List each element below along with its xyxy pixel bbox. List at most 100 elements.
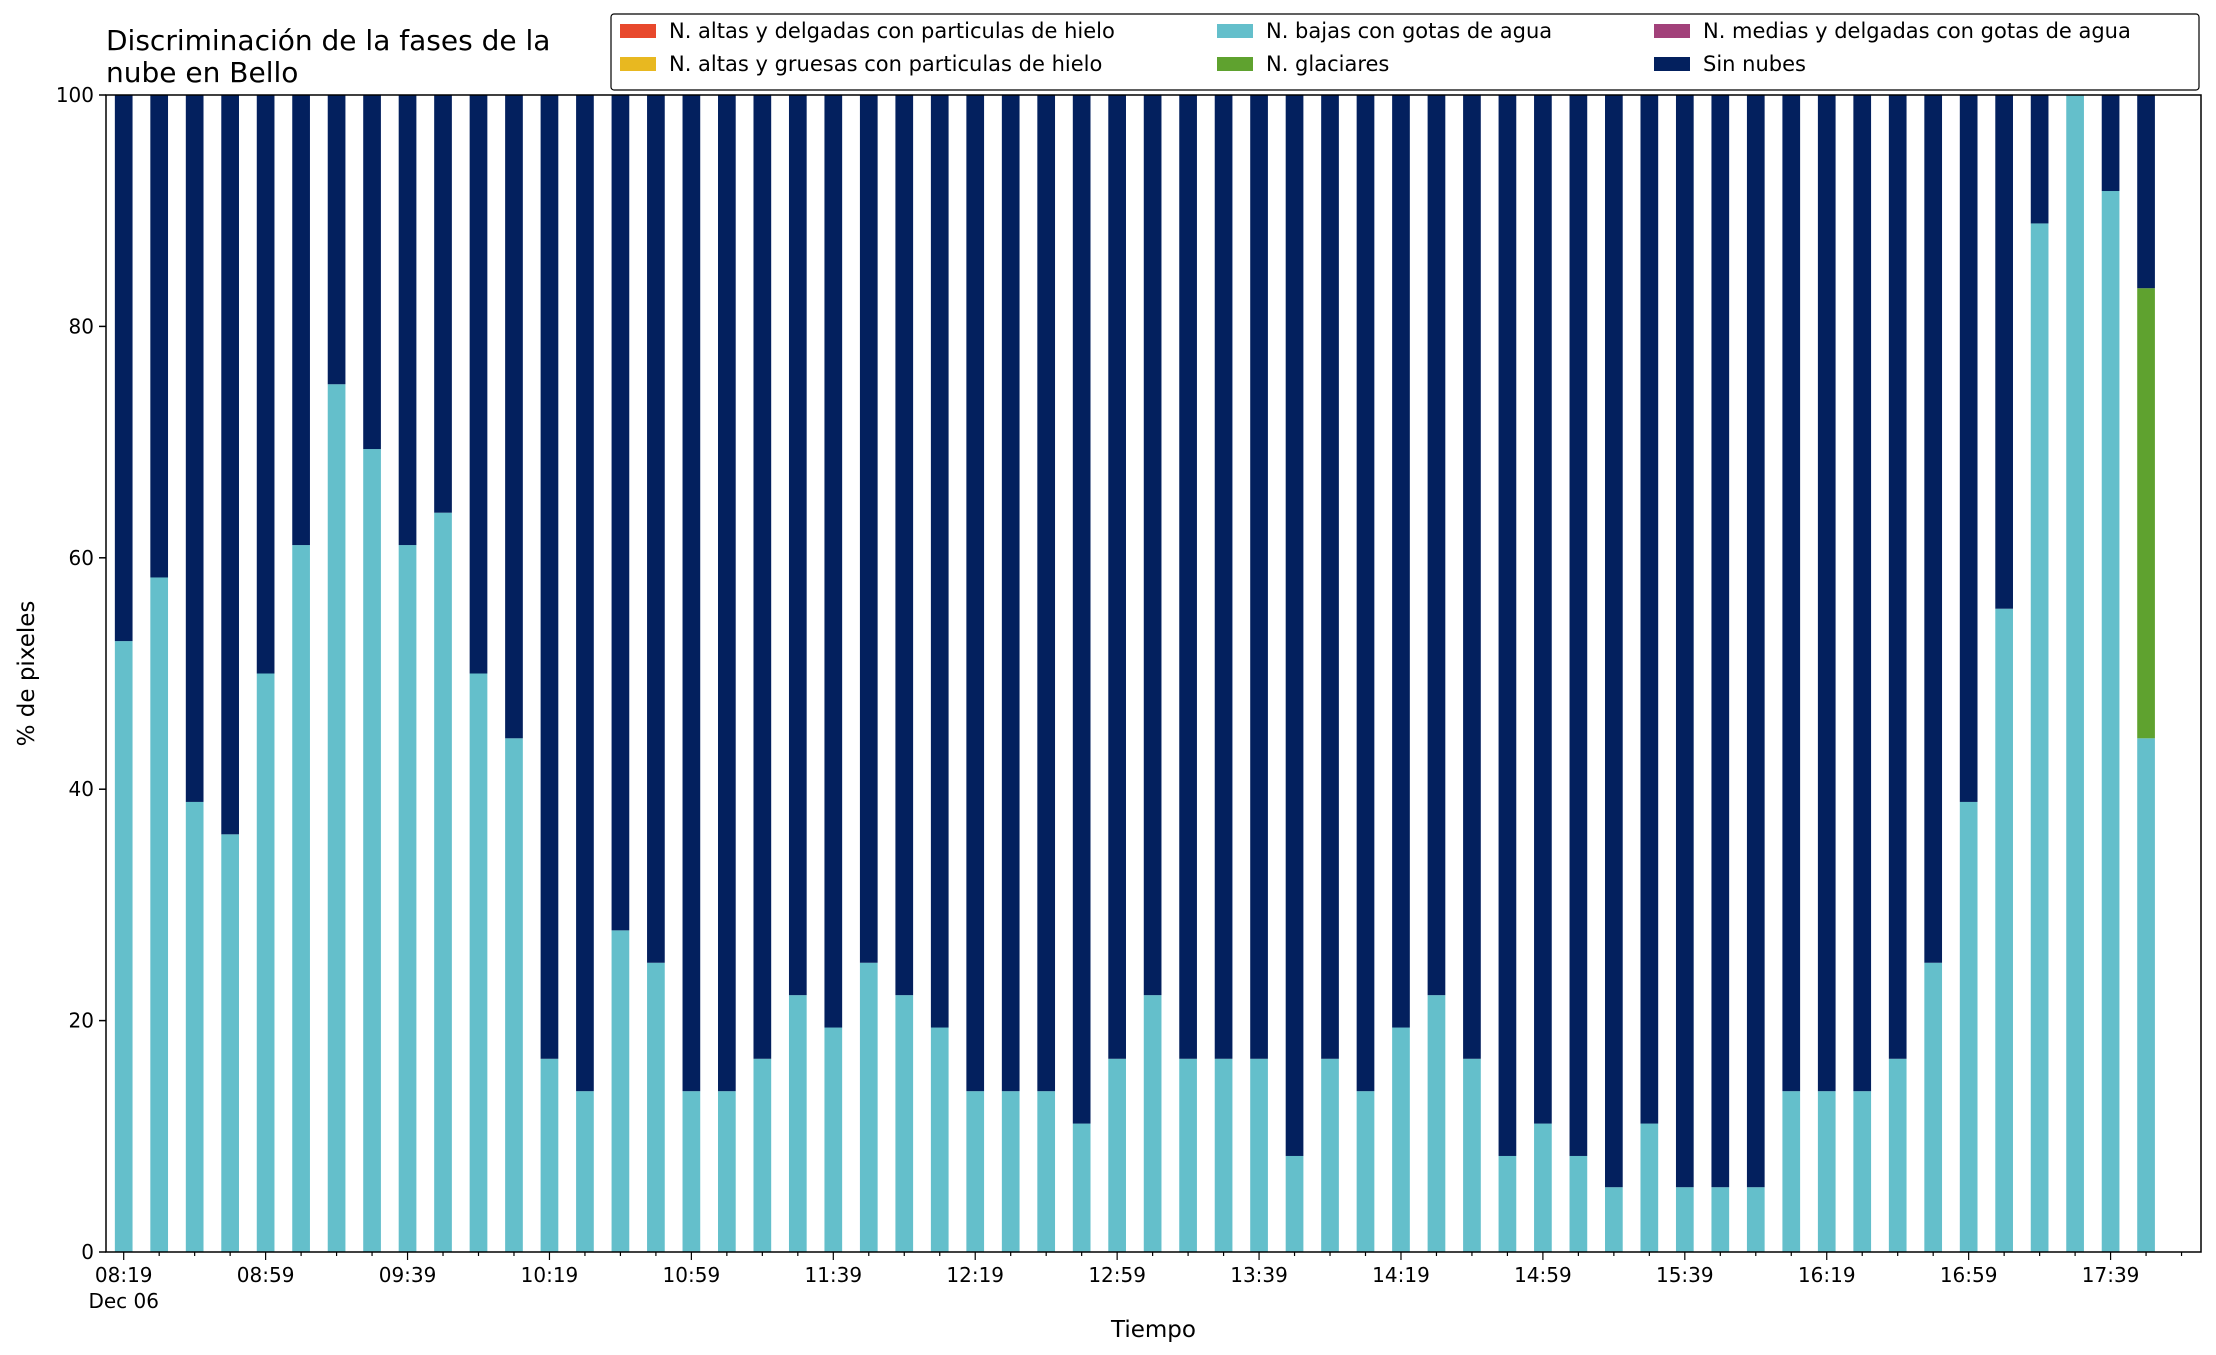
bar-segment [1995, 95, 2013, 609]
chart-title-line: nube en Bello [106, 56, 298, 89]
bar-segment [1959, 801, 1978, 1252]
bar-segment [434, 512, 452, 1252]
bar-segment [859, 962, 878, 1252]
bar-segment [1498, 1155, 1517, 1252]
bar-segment [1782, 1091, 1801, 1252]
bar-segment [1427, 995, 1446, 1252]
bar-segment [2030, 95, 2049, 224]
bar-segment [2101, 95, 2120, 192]
bar-segment [1037, 1091, 1056, 1252]
legend: N. altas y delgadas con particulas de hi… [610, 13, 2200, 91]
bar-segment [1321, 1058, 1339, 1252]
bar-segment [1782, 95, 1801, 1092]
x-tick-label: 08:19 [95, 1263, 153, 1287]
bar-segment [824, 1027, 843, 1252]
bar-segment [2066, 95, 2084, 1252]
bar-segment [1250, 1058, 1268, 1252]
bar-segment [363, 95, 381, 450]
legend-swatch [620, 57, 656, 71]
bar-segment [1640, 1123, 1659, 1252]
bar-segment [398, 545, 417, 1252]
bar-segment [682, 1091, 701, 1252]
bar-segment [576, 95, 594, 1092]
bar-segment [1250, 95, 1268, 1059]
plot-frame [105, 94, 2202, 1253]
bar-segment [256, 673, 275, 1252]
x-date-label: Dec 06 [88, 1289, 159, 1313]
bar-segment [1675, 1187, 1694, 1252]
bar-segment [1179, 1058, 1197, 1252]
bar-segment [1214, 1058, 1233, 1252]
bar-segment [611, 930, 630, 1252]
bar-segment [1072, 1123, 1091, 1252]
bar-segment [2101, 191, 2120, 1252]
y-tick-label: 60 [69, 546, 94, 570]
bar-segment [1214, 95, 1233, 1059]
bar-segment [1959, 95, 1978, 802]
bar-segment [114, 95, 133, 642]
bar-segment [185, 801, 204, 1252]
bar-segment [1817, 1091, 1836, 1252]
bar-segment [1711, 1187, 1730, 1252]
y-tick-label: 80 [69, 314, 94, 338]
bar-segment [434, 95, 452, 513]
x-tick-label: 14:59 [1514, 1263, 1572, 1287]
bar-segment [966, 95, 985, 1092]
bar-segment [1285, 1155, 1304, 1252]
x-tick-label: 17:39 [2082, 1263, 2140, 1287]
x-tick-label: 16:59 [1940, 1263, 1998, 1287]
legend-label: N. altas y delgadas con particulas de hi… [669, 19, 1115, 43]
bar-segment [1321, 95, 1339, 1059]
bar-segment [1108, 95, 1126, 1059]
bar-segment [1746, 1187, 1765, 1252]
legend-swatch [1217, 24, 1253, 38]
y-tick-label: 0 [81, 1240, 94, 1264]
bar-segment [505, 95, 523, 739]
bar-segment [1640, 95, 1659, 1124]
legend-swatch [1654, 24, 1690, 38]
bar-segment [859, 95, 878, 963]
bar-segment [753, 1058, 772, 1252]
bar-segment [753, 95, 772, 1059]
bar-segment [327, 384, 346, 1252]
x-tick-label: 13:39 [1230, 1263, 1288, 1287]
bar-segment [1356, 1091, 1375, 1252]
bar-segment [1143, 995, 1162, 1252]
bar-segment [363, 449, 381, 1252]
bar-segment [1534, 95, 1552, 1124]
bar-segment [1569, 1155, 1588, 1252]
bar-segment [1356, 95, 1375, 1092]
x-tick-label: 09:39 [379, 1263, 437, 1287]
bar-segment [1463, 1058, 1481, 1252]
bar-segment [1463, 95, 1481, 1059]
x-tick-label: 16:19 [1798, 1263, 1856, 1287]
bar-segment [150, 95, 169, 578]
bar-segment [540, 1058, 559, 1252]
bar-segment [1924, 962, 1943, 1252]
bar-segment [221, 834, 239, 1252]
x-tick-label: 12:19 [946, 1263, 1004, 1287]
legend-label: N. bajas con gotas de agua [1266, 19, 1552, 43]
bar-segment [2137, 288, 2155, 739]
bar-segment [930, 95, 949, 1028]
bar-segment [469, 673, 488, 1252]
bar-segment [788, 95, 807, 996]
bar-segment [2137, 738, 2155, 1252]
bar-segment [292, 545, 310, 1252]
y-tick-label: 100 [56, 83, 94, 107]
bar-segment [1498, 95, 1517, 1156]
y-axis-label: % de pixeles [14, 601, 40, 747]
chart-title-line: Discriminación de la fases de la [106, 24, 550, 57]
legend-label: N. glaciares [1266, 52, 1389, 76]
bar-segment [1853, 95, 1872, 1092]
bar-segment [221, 95, 239, 835]
x-tick-label: 12:59 [1088, 1263, 1146, 1287]
x-axis-label: Tiempo [1110, 1317, 1196, 1343]
bar-segment [1817, 95, 1836, 1092]
bar-segment [1711, 95, 1730, 1188]
bar-segment [327, 95, 346, 385]
bar-segment [1924, 95, 1943, 963]
x-tick-label: 08:59 [237, 1263, 295, 1287]
